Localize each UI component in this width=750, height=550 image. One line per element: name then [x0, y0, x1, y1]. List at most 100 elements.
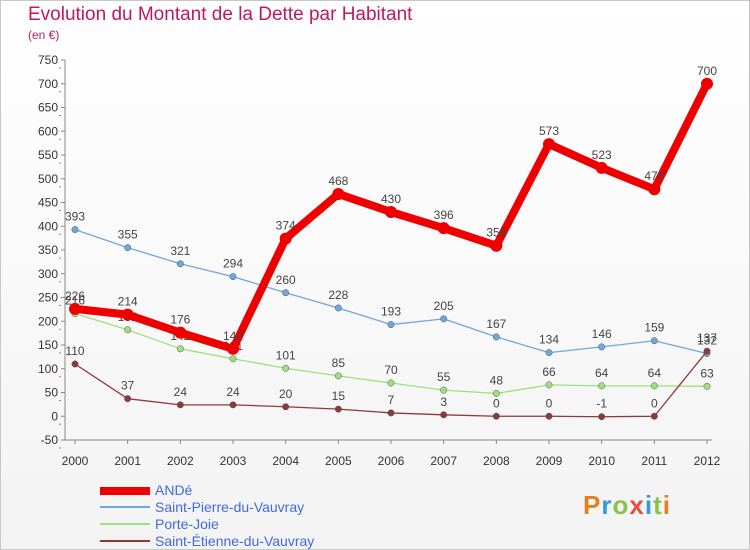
data-label: 110	[65, 344, 84, 358]
data-point	[492, 333, 500, 341]
data-label: 355	[118, 228, 138, 242]
data-label: 468	[328, 174, 348, 188]
data-label: 132	[697, 334, 717, 348]
y-tick-label: 200	[38, 314, 58, 328]
data-point	[174, 326, 187, 339]
chart-title: Evolution du Montant de la Dette par Hab…	[28, 4, 413, 25]
data-point	[121, 308, 134, 321]
data-label: 321	[170, 244, 190, 258]
data-label: 64	[595, 366, 609, 380]
data-label: 159	[644, 321, 664, 335]
proxiti-logo: Proxiti	[583, 490, 671, 521]
data-point	[492, 412, 500, 420]
data-label: 24	[226, 385, 240, 399]
legend-item-porte-joie: Porte-Joie	[100, 516, 360, 533]
x-tick-label: 2009	[536, 454, 563, 468]
data-point	[648, 183, 661, 196]
data-point	[334, 304, 342, 312]
x-tick-label: 2002	[167, 454, 194, 468]
data-label: 214	[118, 295, 138, 309]
data-point	[598, 343, 606, 351]
data-point	[387, 409, 395, 417]
data-point	[387, 379, 395, 387]
legend-item-saint-pierre-du-vauvray: Saint-Pierre-du-Vauvray	[100, 499, 360, 516]
data-label: 55	[437, 370, 451, 384]
data-point	[703, 382, 711, 390]
x-tick-label: 2004	[272, 454, 299, 468]
y-tick-label: 450	[38, 196, 58, 210]
y-tick-label: 100	[38, 362, 58, 376]
data-point	[387, 321, 395, 329]
data-label: 146	[592, 327, 612, 341]
data-point	[437, 222, 450, 235]
chart-legend: ANDé Saint-Pierre-du-Vauvray Porte-Joie …	[100, 482, 360, 550]
data-point	[71, 226, 79, 234]
data-label: 0	[651, 396, 658, 410]
line-chart: -500501001502002503003504004505005506006…	[38, 53, 721, 468]
data-point	[124, 244, 132, 252]
chart-subtitle: (en €)	[28, 28, 60, 42]
data-label: 523	[592, 148, 612, 162]
data-label: 48	[490, 373, 504, 387]
data-label: -1	[596, 397, 607, 411]
data-point	[227, 342, 239, 355]
logo-letter: i	[644, 490, 654, 520]
data-label: 294	[223, 257, 243, 271]
data-label: 359	[486, 226, 506, 240]
y-tick-label: 750	[38, 53, 58, 67]
data-point	[176, 345, 184, 353]
y-tick-label: 500	[38, 172, 58, 186]
data-point	[229, 401, 237, 409]
data-label: 101	[276, 348, 296, 362]
data-point	[545, 349, 553, 357]
data-label: 0	[493, 396, 500, 410]
data-label: 20	[279, 387, 293, 401]
data-point	[545, 412, 553, 420]
x-tick-label: 2005	[325, 454, 352, 468]
data-label: 478	[644, 169, 664, 183]
y-tick-label: 300	[38, 267, 58, 281]
data-point	[279, 232, 292, 245]
legend-label: Porte-Joie	[155, 516, 219, 532]
legend-item-ande: ANDé	[100, 482, 360, 499]
x-tick-label: 2000	[62, 454, 89, 468]
logo-letter: i	[662, 490, 671, 520]
logo-letter: P	[583, 490, 602, 520]
x-tick-label: 2008	[483, 454, 510, 468]
y-tick-label: -50	[41, 433, 59, 447]
data-point	[229, 273, 237, 281]
data-point	[124, 395, 132, 403]
x-tick-label: 2006	[378, 454, 405, 468]
data-label: 66	[542, 365, 556, 379]
legend-label: Saint-Étienne-du-Vauvray	[155, 533, 315, 549]
x-tick-label: 2012	[694, 454, 721, 468]
data-point	[490, 239, 503, 252]
data-point	[650, 337, 658, 345]
data-label: 430	[381, 192, 401, 206]
data-label: 24	[174, 385, 188, 399]
legend-swatch	[100, 487, 150, 495]
data-label: 85	[332, 356, 346, 370]
data-label: 3	[440, 395, 447, 409]
x-tick-label: 2007	[430, 454, 457, 468]
data-point	[334, 405, 342, 413]
data-point	[543, 138, 555, 151]
y-tick-label: 400	[38, 219, 58, 233]
data-point	[598, 413, 606, 421]
y-tick-label: 0	[51, 409, 58, 423]
data-point	[334, 372, 342, 380]
data-point	[282, 403, 290, 411]
y-tick-label: 50	[45, 386, 59, 400]
data-label: 137	[697, 331, 717, 345]
data-point	[650, 382, 658, 390]
data-point	[176, 260, 184, 268]
data-point	[332, 187, 345, 200]
y-tick-label: 700	[38, 77, 58, 91]
data-label: 70	[384, 363, 398, 377]
data-point	[440, 411, 448, 419]
logo-letter: r	[601, 490, 613, 520]
data-point	[440, 386, 448, 394]
data-label: 142	[223, 329, 243, 343]
data-label: 37	[121, 379, 135, 393]
y-tick-label: 650	[38, 101, 58, 115]
